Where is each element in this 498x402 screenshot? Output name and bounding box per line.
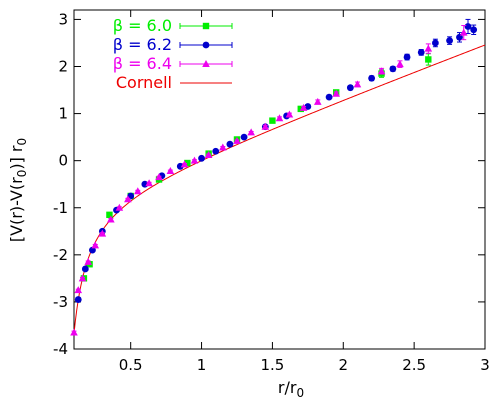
y-tick-label: 0 (58, 152, 68, 170)
data-point (198, 154, 205, 162)
x-tick-label: 1.5 (260, 356, 284, 374)
data-point (459, 28, 468, 36)
legend-marker (202, 41, 210, 49)
data-point (313, 97, 322, 105)
data-point (91, 241, 100, 249)
x-tick-label: 2.5 (402, 356, 426, 374)
data-point (78, 274, 87, 282)
x-tick-label: 2 (339, 356, 349, 374)
x-axis-label: r/r0 (278, 378, 304, 400)
data-point (212, 147, 220, 155)
y-tick-label: -1 (53, 199, 68, 217)
data-point (84, 257, 92, 265)
data-point (417, 48, 425, 56)
data-point (332, 89, 340, 97)
data-point (124, 195, 132, 203)
data-point (89, 246, 96, 254)
data-point (346, 84, 354, 92)
data-points-layer (70, 18, 478, 336)
x-tick-label: 1 (197, 356, 207, 374)
ticks: 0.5 1 1.5 2 2.5 3 -4 -3 -2 -1 0 1 2 3 (53, 10, 490, 374)
data-point (233, 136, 241, 144)
data-point (240, 133, 248, 141)
data-point (446, 37, 453, 45)
data-point (155, 173, 163, 181)
data-point (107, 215, 115, 223)
series-triangle (70, 25, 468, 336)
cornell-curve-layer (73, 44, 486, 334)
data-point (98, 229, 107, 237)
y-tick-label: -3 (53, 293, 68, 311)
data-point (353, 80, 362, 88)
data-point (145, 179, 153, 187)
data-point (275, 114, 284, 122)
legend-marker (202, 60, 210, 67)
data-point (285, 110, 294, 118)
data-point (133, 187, 142, 195)
data-point (74, 296, 82, 303)
plot-frame (73, 9, 486, 350)
y-axis-label-part-1: [V(r)-V(r (7, 177, 26, 242)
data-point (219, 143, 227, 151)
data-point (456, 33, 463, 41)
legend-label: β = 6.4 (113, 54, 172, 73)
legend-label: Cornell (116, 73, 172, 92)
data-point (304, 103, 312, 110)
data-point (377, 67, 386, 75)
data-point (368, 74, 376, 82)
x-tick-label: 0.5 (119, 356, 143, 374)
y-axis-label: [V(r)-V(r0)] r0 (7, 138, 29, 242)
data-point (431, 39, 439, 47)
x-axis-label-main: r/r (278, 378, 297, 397)
data-point (226, 140, 234, 148)
cornell-curve (73, 44, 486, 334)
y-tick-label: 2 (58, 58, 68, 76)
data-point (184, 159, 191, 167)
data-point (204, 151, 213, 159)
y-tick-label: 3 (58, 10, 68, 28)
data-point (190, 156, 199, 164)
x-axis-label-sub: 0 (296, 386, 304, 400)
data-point (166, 167, 175, 175)
data-point (470, 26, 478, 34)
data-point (247, 128, 255, 136)
legend-label: β = 6.2 (113, 35, 172, 54)
data-point (299, 103, 308, 111)
data-point (269, 117, 276, 124)
data-point (180, 160, 189, 168)
data-point (297, 105, 304, 113)
data-point (74, 286, 83, 294)
y-tick-label: 1 (58, 105, 68, 123)
y-tick-label: -4 (53, 340, 68, 358)
legend-marker (202, 22, 210, 30)
y-axis-label-sub-1: 0 (15, 170, 29, 178)
data-point (106, 211, 113, 219)
y-axis-label-sub-2: 0 (15, 138, 29, 146)
data-point (176, 162, 184, 170)
data-point (81, 265, 89, 273)
data-point (424, 44, 433, 52)
legend-label: β = 6.0 (113, 16, 172, 35)
series-circle (74, 18, 478, 303)
data-point (325, 93, 333, 101)
data-point (464, 23, 472, 30)
data-point (115, 203, 124, 211)
y-axis-label-part-2: )] r (7, 145, 26, 170)
data-point (70, 328, 78, 336)
data-point (261, 122, 270, 130)
x-tick-label: 3 (480, 356, 490, 374)
data-point (396, 60, 404, 68)
data-point (403, 53, 411, 61)
data-point (389, 65, 397, 73)
data-point (425, 56, 432, 63)
y-tick-label: -2 (53, 246, 68, 264)
